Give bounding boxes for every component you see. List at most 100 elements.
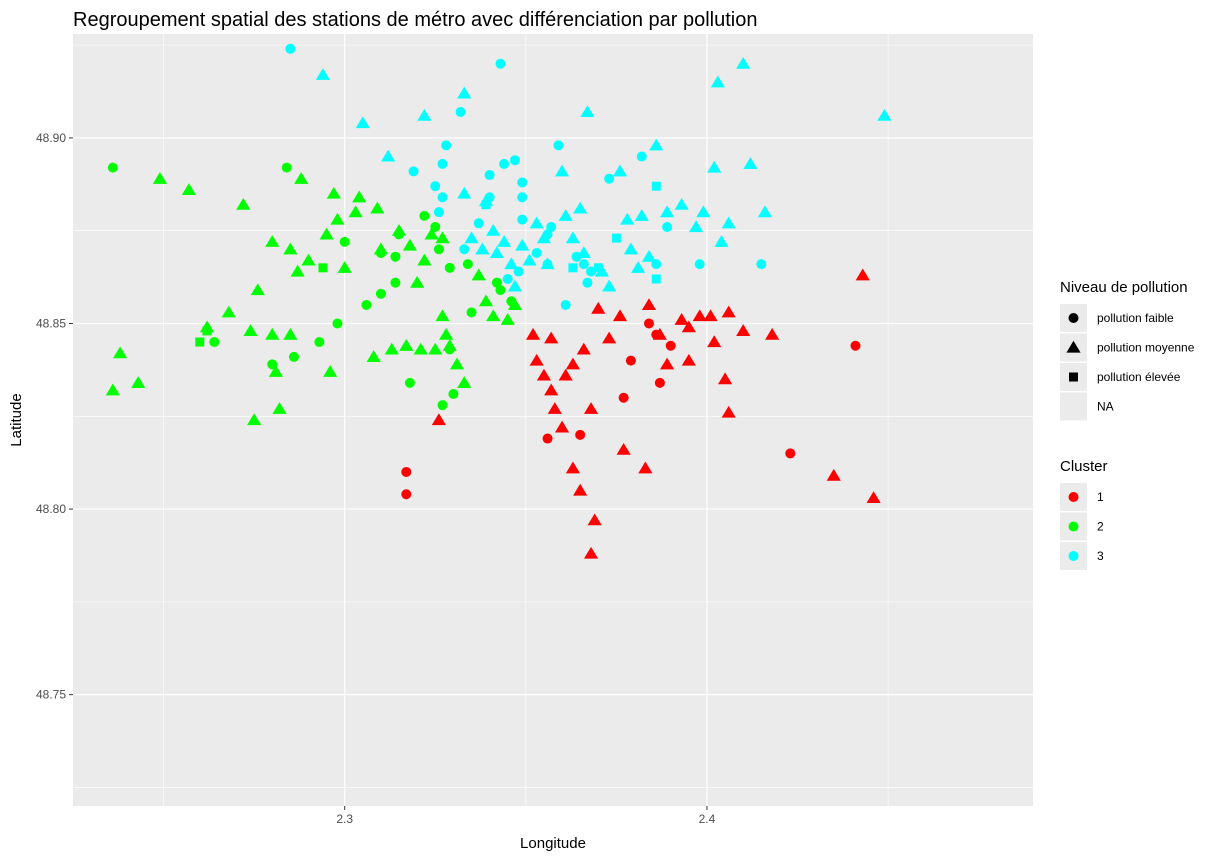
data-point-cluster-1	[736, 324, 751, 336]
data-point-cluster-3	[578, 259, 589, 270]
data-point-cluster-2	[462, 259, 473, 270]
data-point-cluster-2	[107, 162, 118, 173]
data-point-cluster-3	[593, 263, 603, 273]
data-point-cluster-2	[370, 201, 385, 214]
data-point-cluster-1	[554, 420, 570, 433]
data-point-cluster-2	[404, 377, 415, 388]
data-point-cluster-2	[373, 242, 389, 255]
data-point-cluster-3	[509, 155, 520, 166]
data-point-cluster-2	[430, 222, 441, 232]
data-point-cluster-3	[459, 244, 470, 255]
data-point-cluster-2	[326, 186, 341, 199]
data-point-cluster-2	[250, 283, 265, 296]
plot-panel	[73, 34, 1033, 806]
data-point-cluster-2	[507, 298, 523, 311]
data-point-cluster-3	[565, 231, 581, 244]
data-point-cluster-3	[433, 207, 444, 218]
data-point-cluster-3	[612, 164, 628, 177]
data-point-cluster-1	[575, 429, 586, 440]
data-point-cluster-3	[457, 186, 472, 199]
data-point-cluster-1	[721, 405, 736, 418]
data-point-cluster-2	[402, 238, 417, 251]
legend-cluster-title: Cluster	[1060, 458, 1108, 475]
data-point-cluster-3	[437, 158, 448, 169]
data-point-cluster-1	[544, 383, 559, 396]
legend-key-square	[1069, 372, 1078, 382]
data-point-cluster-1	[765, 327, 780, 340]
data-point-cluster-3	[517, 177, 528, 188]
data-point-cluster-3	[689, 220, 704, 233]
data-point-cluster-1	[547, 402, 562, 414]
data-point-cluster-1	[583, 546, 599, 559]
data-point-cluster-2	[288, 351, 299, 362]
data-point-cluster-2	[131, 376, 146, 388]
data-point-cluster-2	[413, 342, 428, 355]
data-point-cluster-3	[649, 138, 664, 151]
data-point-cluster-1	[638, 461, 653, 474]
data-point-cluster-3	[582, 277, 593, 288]
legend-pollution: Niveau de pollution pollution faible poll…	[1060, 279, 1195, 421]
data-point-cluster-3	[651, 181, 661, 191]
data-point-cluster-3	[736, 56, 751, 69]
data-point-cluster-3	[502, 273, 513, 284]
data-point-cluster-1	[674, 313, 689, 325]
data-point-cluster-3	[536, 231, 552, 244]
data-point-cluster-3	[710, 75, 725, 88]
data-point-cluster-3	[315, 68, 331, 80]
data-point-cluster-2	[466, 307, 477, 318]
data-point-cluster-1	[717, 372, 733, 385]
y-tick-label: 48.90	[36, 131, 66, 145]
data-point-cluster-1	[583, 402, 599, 414]
data-point-cluster-1	[525, 327, 541, 340]
data-point-cluster-2	[330, 212, 345, 225]
data-point-cluster-3	[694, 259, 705, 270]
data-point-cluster-3	[580, 105, 595, 118]
data-point-cluster-2	[495, 285, 506, 296]
legend-pollution-label: pollution faible	[1097, 311, 1174, 325]
data-point-cluster-2	[319, 227, 334, 240]
data-point-cluster-3	[285, 43, 296, 54]
legend-pollution-label: pollution élevée	[1097, 370, 1181, 384]
data-point-cluster-3	[623, 242, 638, 255]
data-point-cluster-2	[318, 263, 328, 273]
legend-key-cluster-1	[1068, 492, 1079, 502]
data-point-cluster-1	[536, 368, 552, 381]
data-point-cluster-3	[522, 253, 537, 266]
data-point-cluster-3	[455, 106, 466, 117]
legend-pollution-label: pollution moyenne	[1097, 341, 1195, 355]
data-point-cluster-2	[428, 342, 443, 355]
data-point-cluster-1	[721, 305, 736, 318]
data-point-cluster-2	[384, 342, 399, 355]
data-point-cluster-3	[437, 192, 448, 203]
data-point-cluster-2	[448, 389, 459, 400]
data-point-cluster-2	[247, 413, 262, 426]
data-point-cluster-2	[221, 305, 236, 318]
data-point-cluster-1	[602, 331, 617, 344]
chart-title: Regroupement spatial des stations de mét…	[73, 9, 757, 31]
data-point-cluster-2	[471, 268, 486, 281]
legend-key-bg	[1060, 392, 1087, 421]
data-point-cluster-1	[625, 355, 636, 366]
data-point-cluster-1	[573, 483, 588, 496]
data-point-cluster-2	[449, 357, 465, 370]
data-point-cluster-1	[401, 466, 412, 477]
data-point-cluster-3	[877, 108, 892, 121]
data-point-cluster-3	[573, 201, 588, 214]
data-point-cluster-2	[399, 339, 414, 351]
data-point-cluster-3	[721, 216, 736, 229]
data-point-cluster-2	[417, 253, 432, 266]
data-point-cluster-1	[654, 377, 665, 388]
data-point-cluster-2	[152, 172, 168, 184]
data-point-cluster-3	[495, 58, 506, 69]
data-point-cluster-1	[692, 309, 707, 322]
data-point-cluster-1	[652, 327, 667, 340]
data-point-cluster-1	[660, 357, 675, 370]
data-point-cluster-2	[181, 183, 197, 195]
data-point-cluster-3	[464, 231, 479, 244]
data-point-cluster-1	[587, 513, 602, 526]
data-point-cluster-3	[441, 140, 452, 151]
x-axis: 2.3 2.4	[336, 806, 716, 826]
data-point-cluster-1	[850, 340, 861, 351]
data-point-cluster-2	[290, 264, 305, 277]
